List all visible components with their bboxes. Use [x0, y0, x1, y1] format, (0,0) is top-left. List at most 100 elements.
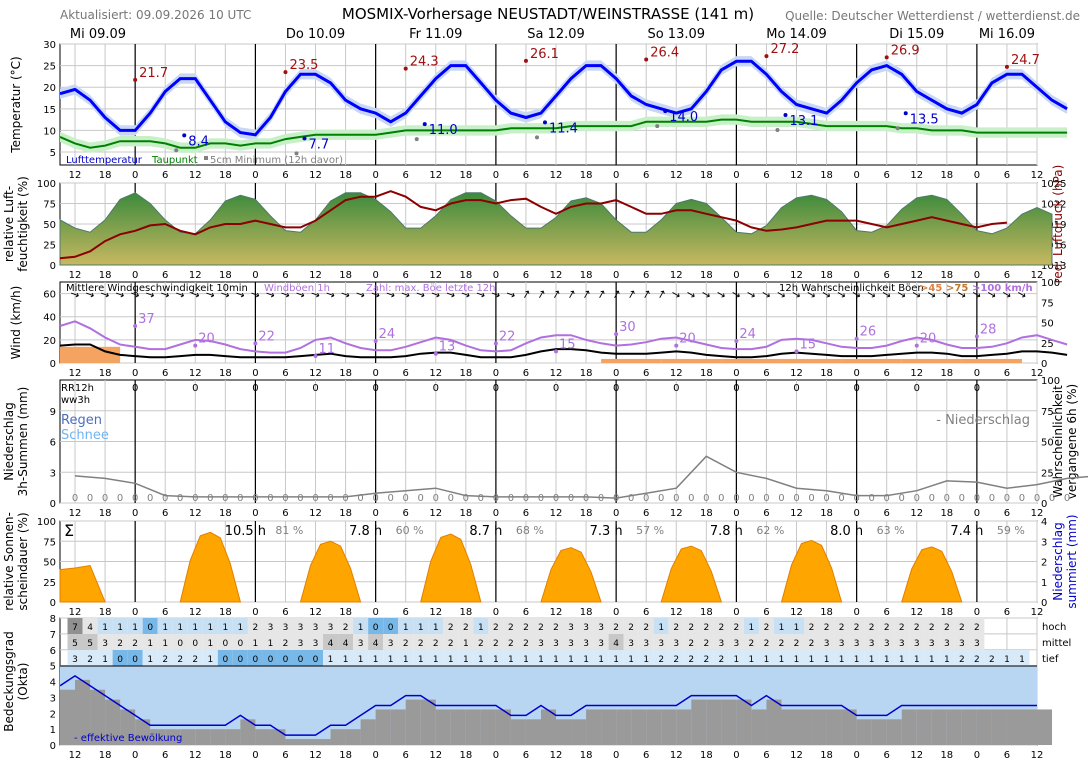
cloud-cell — [202, 618, 218, 634]
x-tick-label: 12 — [429, 170, 442, 181]
cloud-cell-value: 1 — [328, 655, 334, 665]
wind-arrow-icon: → — [249, 287, 262, 302]
cloud-cell-value: 3 — [298, 639, 304, 649]
min-temp-label: 13.5 — [910, 112, 939, 127]
cloud-cell — [758, 618, 774, 634]
precip-3h-value: 0 — [132, 493, 138, 504]
wind-arrow-icon: → — [399, 287, 412, 302]
gust-prob-bar — [961, 358, 1022, 363]
cloud-cell-value: 2 — [809, 623, 815, 633]
y-tick-label: 4 — [50, 678, 56, 689]
cloud-cell-value: 1 — [493, 655, 499, 665]
x-tick-label: 6 — [523, 607, 529, 618]
cloud-cover-bar — [420, 699, 436, 745]
cloud-cell-value: 1 — [177, 623, 183, 633]
gust-prob-bar — [721, 358, 782, 363]
x-tick-label: 0 — [853, 270, 859, 281]
cloud-cover-bar — [946, 709, 962, 745]
rr12h-label: RR12h — [61, 383, 94, 394]
x-tick-label: 12 — [309, 607, 322, 618]
y2-tick-label: 0 — [1041, 598, 1047, 609]
cloud-cell — [127, 618, 143, 634]
x-tick-label: 12 — [910, 750, 923, 761]
cloud-cell — [984, 650, 1000, 666]
y-tick-label: 8 — [50, 614, 56, 625]
gust-max-marker — [373, 339, 378, 344]
wind-arrow-icon: → — [98, 287, 111, 302]
cloud-cell-value: 1 — [523, 655, 529, 665]
x-tick-label: 12 — [1031, 607, 1044, 618]
x-tick-label: 12 — [309, 508, 322, 519]
cloud-cell — [428, 634, 444, 650]
gust-max-marker — [133, 323, 138, 328]
precip-3h-value: 0 — [929, 493, 935, 504]
cloud-cell-value: 2 — [688, 639, 694, 649]
cloud-cell-value: 1 — [418, 655, 424, 665]
x-tick-label: 18 — [580, 270, 593, 281]
cloud-cell-value: 0 — [117, 655, 123, 665]
x-tick-label: 12 — [1031, 170, 1044, 181]
cloud-cell — [894, 634, 910, 650]
cloud-cell-value: 2 — [703, 655, 709, 665]
cloud-cover-bar — [525, 719, 541, 745]
sunshine-percent: 63 % — [877, 524, 905, 537]
cloud-cover-bar — [916, 709, 932, 745]
cloud-cell-value: 1 — [628, 655, 634, 665]
cloud-cell — [849, 650, 865, 666]
x-tick-label: 0 — [372, 368, 378, 379]
x-tick-label: 12 — [550, 750, 563, 761]
cloud-cell-value: 2 — [764, 639, 770, 649]
y2-tick-label: 0 — [1041, 499, 1047, 510]
cloud-cell-value: 2 — [718, 655, 724, 665]
x-tick-label: 18 — [99, 170, 112, 181]
cloud-cell — [247, 650, 263, 666]
updated-label: Aktualisiert: 09.09.2026 10 UTC — [60, 8, 251, 22]
cloud-cell-value: 0 — [313, 655, 319, 665]
cloud-cell — [849, 618, 865, 634]
cloud-cell-value: 1 — [658, 623, 664, 633]
sunshine-percent: 59 % — [997, 524, 1025, 537]
cloud-cell — [653, 618, 669, 634]
cloud-cell — [608, 634, 624, 650]
cloud-cover-bar — [510, 719, 526, 745]
cloud-cell — [157, 618, 173, 634]
rr12h-value: 0 — [132, 383, 138, 394]
y-tick-label: 7 — [50, 630, 56, 641]
x-tick-label: 6 — [763, 270, 769, 281]
cloud-cell — [608, 650, 624, 666]
cloud-cover-bar — [1006, 709, 1022, 745]
max-temp-label: 21.7 — [139, 66, 168, 81]
cloud-cover-bar — [571, 719, 587, 745]
cloud-cell — [728, 618, 744, 634]
cloud-cover-bar — [901, 709, 917, 745]
cloud-cell-value: 3 — [869, 639, 875, 649]
x-tick-label: 18 — [700, 607, 713, 618]
x-tick-label: 6 — [884, 607, 890, 618]
cloud-row-label: hoch — [1042, 622, 1066, 633]
cloud-cell-value: 1 — [222, 623, 228, 633]
x-tick-label: 6 — [1004, 607, 1010, 618]
sunshine-percent: 68 % — [516, 524, 544, 537]
precip-3h-value: 0 — [342, 493, 348, 504]
x-tick-label: 6 — [403, 508, 409, 519]
wind-arrow-icon: → — [113, 287, 126, 302]
cloud-cell — [67, 618, 83, 634]
x-tick-label: 12 — [670, 508, 683, 519]
legend-temperature: Lufttemperatur — [66, 155, 143, 166]
cloud-cell — [157, 650, 173, 666]
min-temp-marker — [182, 133, 187, 138]
x-tick-label: 18 — [459, 607, 472, 618]
gust-max-marker — [193, 343, 198, 348]
cloud-cell — [788, 650, 805, 666]
precip-3h-value: 0 — [718, 493, 724, 504]
x-tick-label: 18 — [339, 270, 352, 281]
gust-max-label: 24 — [739, 327, 756, 342]
cloud-cell — [142, 650, 158, 666]
cloud-cell-value: 1 — [238, 623, 244, 633]
x-tick-label: 0 — [132, 750, 138, 761]
cloud-cell-value: 1 — [764, 655, 770, 665]
legend-mean-wind: Mittlere Windgeschwindigkeit 10min — [66, 283, 248, 294]
x-tick-label: 6 — [162, 170, 168, 181]
x-tick-label: 12 — [189, 368, 202, 379]
cloud-cover-bar — [135, 719, 151, 745]
